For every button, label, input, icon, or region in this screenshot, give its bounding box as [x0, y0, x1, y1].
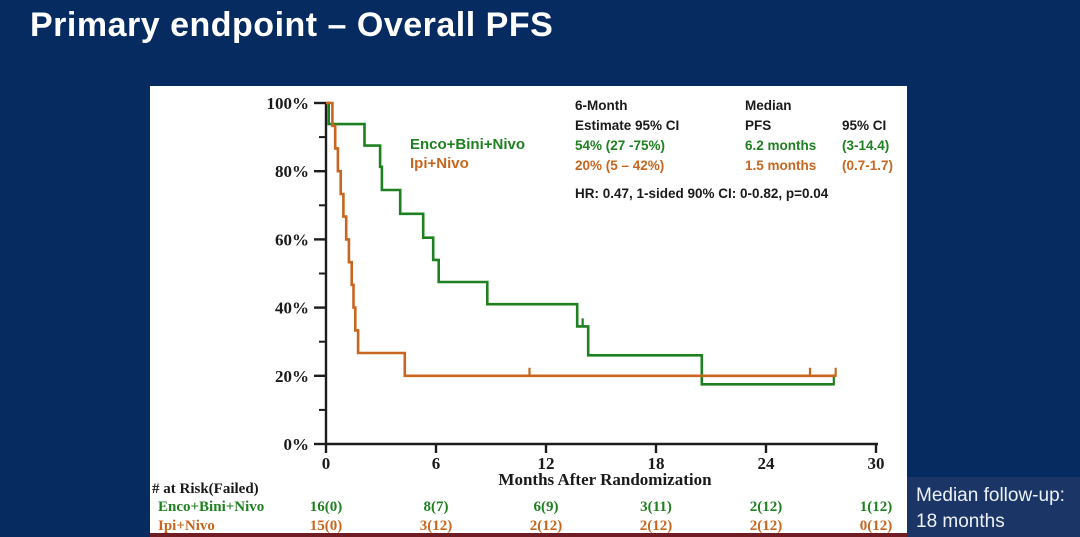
km-chart: 0% 20% 40% 60% 80% 100% 0 6 12 18 24 30 Months After… [152, 94, 893, 534]
bottom-accent-strip [150, 533, 907, 537]
stats-header-6month: 6-Month [575, 98, 627, 113]
risk-value: 15(0) [310, 518, 343, 533]
x-tick-label: 24 [757, 454, 775, 473]
x-axis-title: Months After Randomization [498, 470, 712, 489]
risk-value: 1(12) [860, 499, 893, 515]
stats-estimate: 54% (27 -75%) [575, 138, 665, 153]
stats-hr-line: HR: 0.47, 1-sided 90% CI: 0-0.82, p=0.04 [575, 186, 829, 201]
risk-value: 3(12) [420, 518, 453, 533]
risk-value: 2(12) [750, 518, 783, 533]
x-tick-label: 18 [647, 454, 664, 473]
legend-label-enco-bini-nivo: Enco+Bini+Nivo [410, 136, 525, 153]
y-tick-label: 20% [275, 367, 309, 386]
chart-panel: 0% 20% 40% 60% 80% 100% 0 6 12 18 24 30 Months After… [150, 86, 907, 534]
median-followup-line1: Median follow-up: [916, 485, 1065, 506]
stats-ci: (3-14.4) [842, 138, 889, 153]
risk-table-header: # at Risk(Failed) [152, 481, 259, 497]
risk-value: 16(0) [310, 499, 343, 515]
y-tick-label: 100% [267, 94, 310, 113]
risk-value: 2(12) [750, 499, 783, 515]
risk-value: 2(12) [640, 518, 673, 533]
y-tick-label: 40% [275, 299, 309, 318]
km-curve-enco-bini-nivo [326, 101, 834, 386]
page-title: Primary endpoint – Overall PFS [30, 6, 554, 44]
median-followup-box: Median follow-up: 18 months [907, 477, 1080, 537]
risk-row-label: Ipi+Nivo [158, 518, 215, 533]
stats-median: 1.5 months [745, 158, 816, 173]
risk-row-label: Enco+Bini+Nivo [158, 499, 264, 515]
x-tick-label: 30 [867, 454, 884, 473]
stats-header-median: Median [745, 98, 792, 113]
y-tick-label: 60% [275, 230, 309, 249]
stats-header-estimate-ci: Estimate 95% CI [575, 118, 679, 133]
stats-header-pfs: PFS [745, 118, 771, 133]
risk-value: 2(12) [530, 518, 563, 533]
risk-value: 0(12) [860, 518, 893, 533]
x-tick-label: 6 [432, 454, 441, 473]
x-tick-label: 0 [322, 454, 331, 473]
risk-value: 3(11) [640, 499, 672, 515]
risk-value: 8(7) [423, 499, 448, 515]
km-curve-ipi-nivo [326, 101, 836, 378]
y-tick-label: 0% [284, 435, 310, 454]
legend-label-ipi-nivo: Ipi+Nivo [410, 155, 469, 172]
stats-median: 6.2 months [745, 138, 816, 153]
stats-estimate: 20% (5 – 42%) [575, 158, 664, 173]
risk-value: 6(9) [533, 499, 558, 515]
stats-header-95ci: 95% CI [842, 118, 886, 133]
y-tick-label: 80% [275, 162, 309, 181]
median-followup-line2: 18 months [916, 511, 1005, 532]
stats-ci: (0.7-1.7) [842, 158, 893, 173]
x-tick-label: 12 [537, 454, 554, 473]
